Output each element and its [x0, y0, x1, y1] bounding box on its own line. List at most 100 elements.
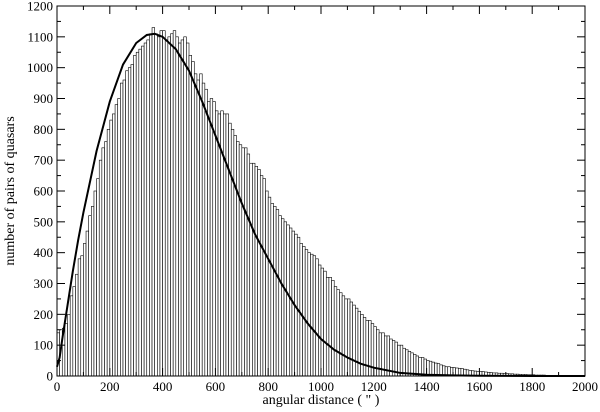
histogram-bar [252, 162, 256, 377]
x-tick-labels: 0 200 400 600 800 1000 1200 1400 1600 1800 2000 [54, 379, 598, 394]
histogram-bar [275, 209, 280, 377]
histogram-bar [91, 206, 95, 377]
histogram-bar [188, 55, 192, 377]
histogram-bar [215, 110, 219, 377]
x-tick-label: 0 [54, 379, 61, 394]
axis-ticks [56, 5, 586, 377]
histogram-bar [236, 141, 240, 377]
histogram-bar [407, 351, 412, 377]
histogram-bar [238, 144, 243, 377]
histogram-bar [323, 270, 327, 377]
histogram-bar [283, 221, 287, 377]
histogram-bar [217, 113, 221, 377]
histogram-bar [394, 341, 398, 377]
histogram-bar [201, 82, 206, 377]
histogram-bar [355, 307, 359, 377]
histogram-bar [77, 258, 82, 377]
histogram-bar [278, 215, 282, 377]
x-tick-label: 400 [153, 379, 173, 394]
x-tick-label: 2000 [572, 379, 598, 394]
histogram-bar [212, 101, 216, 377]
histogram-bar [98, 159, 103, 377]
histogram-bar [281, 218, 285, 377]
histogram-bars [56, 27, 586, 377]
histogram-bar [415, 355, 419, 377]
y-tick-label: 100 [34, 338, 54, 353]
histogram-bar [193, 73, 198, 377]
histogram-bar [88, 215, 92, 377]
histogram-bar [117, 98, 121, 377]
histogram-bar [428, 360, 433, 377]
histogram-bar [191, 61, 195, 377]
histogram-bar [228, 122, 232, 377]
x-tick-label: 200 [100, 379, 120, 394]
histogram-bar [402, 347, 406, 377]
histogram-bar [223, 113, 227, 377]
histogram-bar [410, 352, 414, 377]
histogram-bar [183, 36, 187, 377]
histogram-bar [196, 79, 200, 377]
histogram-bar [357, 310, 361, 377]
y-tick-label: 1100 [27, 29, 53, 44]
histogram-bar [312, 255, 317, 377]
histogram-bar [331, 280, 335, 377]
histogram-bar [157, 36, 161, 377]
x-tick-label: 600 [206, 379, 226, 394]
histogram-bar [162, 30, 166, 377]
histogram-bar [413, 354, 417, 377]
y-tick-label: 1200 [27, 0, 53, 14]
y-tick-label: 600 [34, 184, 54, 199]
histogram-bar [75, 273, 79, 377]
histogram-bar [149, 33, 153, 377]
histogram-bar [397, 344, 401, 377]
histogram-bar [262, 178, 266, 377]
histogram-bar [320, 267, 324, 377]
histogram-bar [341, 295, 346, 377]
x-axis-title: angular distance ( " ) [263, 393, 380, 408]
histogram-bar [93, 190, 97, 377]
histogram-bar [80, 255, 84, 377]
histogram-bar [67, 314, 71, 377]
x-tick-label: 800 [258, 379, 278, 394]
histogram-bar [85, 230, 89, 377]
histogram-bar [133, 55, 137, 377]
histogram-bar [365, 320, 369, 377]
histogram-bar [349, 301, 353, 377]
histogram-bar [399, 344, 404, 377]
histogram-bar [352, 304, 356, 377]
histogram-bar [333, 286, 338, 377]
histogram-bar [141, 45, 145, 377]
histogram-bar [421, 357, 425, 377]
histogram-bar [159, 30, 163, 377]
histogram-bar [96, 178, 100, 377]
histogram-bar [304, 249, 309, 377]
histogram-bar [101, 147, 105, 377]
histogram-bar [328, 277, 332, 377]
y-axis-title: number of pairs of quasars [3, 116, 18, 265]
histogram-bar [186, 42, 190, 377]
histogram-bar [318, 264, 322, 377]
histogram-bar [138, 48, 142, 377]
x-tick-label: 1600 [466, 379, 492, 394]
y-tick-label: 300 [34, 276, 54, 291]
y-tick-label: 700 [34, 153, 54, 168]
histogram-bar [265, 190, 269, 377]
histogram-bar [143, 42, 148, 377]
histogram-bar [230, 129, 235, 377]
histogram-bar [64, 323, 68, 377]
histogram-bar [286, 224, 290, 377]
histogram-bar [296, 236, 301, 377]
histogram-bar [167, 36, 171, 377]
histogram-bar [69, 295, 74, 377]
histogram-bar [130, 64, 134, 377]
histogram-bar [249, 162, 253, 377]
histogram-bar [125, 70, 129, 377]
histogram-bar [151, 27, 155, 377]
histogram-bar [72, 286, 76, 377]
x-tick-label: 1000 [308, 379, 334, 394]
histogram-bar [233, 135, 237, 377]
histogram-bar [225, 113, 229, 377]
histogram-bar [257, 169, 261, 377]
